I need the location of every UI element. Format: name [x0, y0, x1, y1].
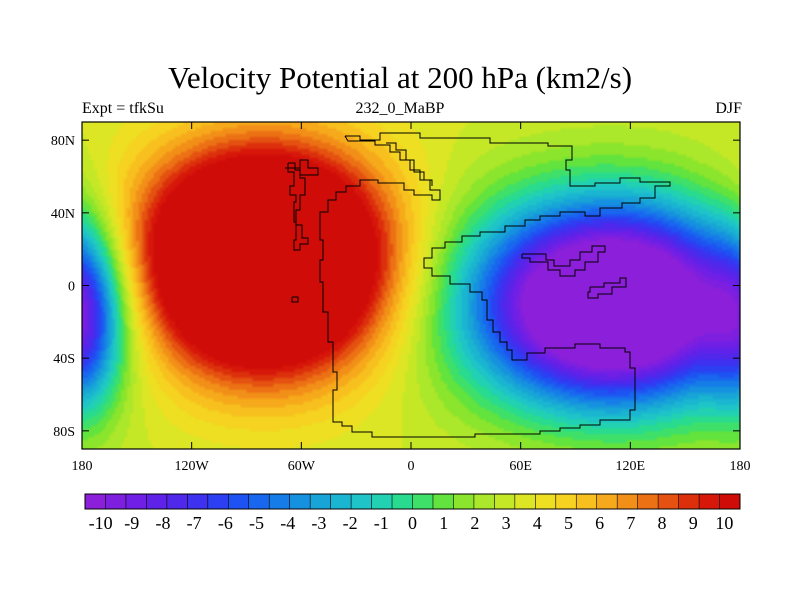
x-tick-label: 180	[730, 459, 751, 474]
colorbar-swatch	[678, 494, 700, 509]
x-tick-label: 0	[408, 459, 415, 474]
y-tick-label: 0	[68, 280, 75, 295]
colorbar-swatch	[494, 494, 516, 509]
y-tick-label: 40S	[53, 352, 75, 367]
colorbar-frame	[84, 493, 741, 510]
colorbar-swatch	[719, 494, 741, 509]
colorbar-swatch	[105, 494, 127, 509]
y-tick-label: 40N	[51, 207, 75, 222]
colorbar-swatch	[187, 494, 209, 509]
colorbar-label: 0	[408, 513, 417, 533]
colorbar-label: -2	[343, 513, 358, 533]
colorbar-label: 7	[626, 513, 635, 533]
colorbar-swatch	[658, 494, 679, 509]
colorbar-swatch	[412, 494, 434, 509]
colorbar-label: 8	[658, 513, 667, 533]
chart-title: Velocity Potential at 200 hPa (km2/s)	[167, 60, 633, 95]
coastline-east-islands	[521, 245, 606, 277]
colorbar-swatch	[207, 494, 229, 509]
colorbar-swatch	[269, 494, 291, 509]
colorbar-label: -3	[311, 513, 326, 533]
colorbar-label: -1	[374, 513, 389, 533]
colorbar: -10 -9 -8 -7 -6 -5 -4 -3 -2 -1 0 1 2 3 4 5 6 7 8 9 10	[84, 493, 741, 533]
colorbar-swatch	[535, 494, 557, 509]
colorbar-label: -8	[155, 513, 170, 533]
colorbar-label: 9	[689, 513, 698, 533]
x-tick-label: 120E	[616, 459, 646, 474]
y-tick-label: 80S	[53, 425, 75, 440]
colorbar-swatch	[310, 494, 332, 509]
x-tick-label: 180	[72, 459, 93, 474]
x-tick-label: 60E	[509, 459, 532, 474]
colorbar-swatch	[473, 494, 495, 509]
colorbar-swatch	[125, 494, 147, 509]
coastline-west	[287, 162, 309, 251]
colorbar-swatch	[330, 494, 352, 509]
coastline-northeast	[386, 142, 433, 186]
colorbar-label: 2	[470, 513, 479, 533]
x-axis: 180 120W 60W 0 60E 120E 180	[72, 122, 751, 474]
colorbar-label: -9	[124, 513, 139, 533]
colorbar-swatch	[351, 494, 372, 509]
colorbar-label: 10	[715, 513, 733, 533]
colorbar-swatch	[576, 494, 598, 509]
run-label: 232_0_MaBP	[355, 100, 445, 117]
colorbar-swatch	[637, 494, 659, 509]
coastline-north-inlet	[285, 159, 319, 176]
colorbar-swatch	[228, 494, 250, 509]
colorbar-swatch	[166, 494, 188, 509]
colorbar-swatch	[85, 494, 106, 509]
colorbar-swatch	[555, 494, 577, 509]
colorbar-swatch	[432, 494, 454, 509]
coastline-island	[291, 296, 299, 303]
colorbar-swatch	[392, 494, 413, 509]
colorbar-swatch	[699, 494, 720, 509]
x-tick-label: 120W	[175, 459, 210, 474]
colorbar-label: 1	[439, 513, 448, 533]
colorbar-swatch	[289, 494, 311, 509]
colorbar-label: -6	[218, 513, 233, 533]
colorbar-label: -5	[249, 513, 264, 533]
colorbar-label: -10	[89, 513, 113, 533]
coastline-southeast-islands	[587, 277, 627, 299]
colorbar-label: 3	[502, 513, 511, 533]
coastline-pangaea	[319, 132, 671, 438]
colorbar-swatch	[514, 494, 536, 509]
colorbar-swatch	[596, 494, 618, 509]
season-label: DJF	[715, 100, 742, 117]
x-tick-label: 60W	[288, 459, 316, 474]
colorbar-label: 5	[564, 513, 573, 533]
y-axis: 80N 40N 0 40S 80S	[51, 134, 740, 440]
colorbar-swatch	[617, 494, 639, 509]
colorbar-swatch	[248, 494, 270, 509]
colorbar-swatch	[146, 494, 168, 509]
y-tick-label: 80N	[51, 134, 75, 149]
colorbar-swatch	[371, 494, 393, 509]
colorbar-label: 6	[595, 513, 604, 533]
colorbar-label: -4	[280, 513, 295, 533]
colorbar-label: 4	[533, 513, 542, 533]
colorbar-label: -7	[187, 513, 202, 533]
continent-outlines	[285, 132, 671, 438]
colorbar-swatch	[453, 494, 475, 509]
velocity-potential-field	[82, 122, 740, 449]
experiment-label: Expt = tfkSu	[82, 100, 164, 117]
